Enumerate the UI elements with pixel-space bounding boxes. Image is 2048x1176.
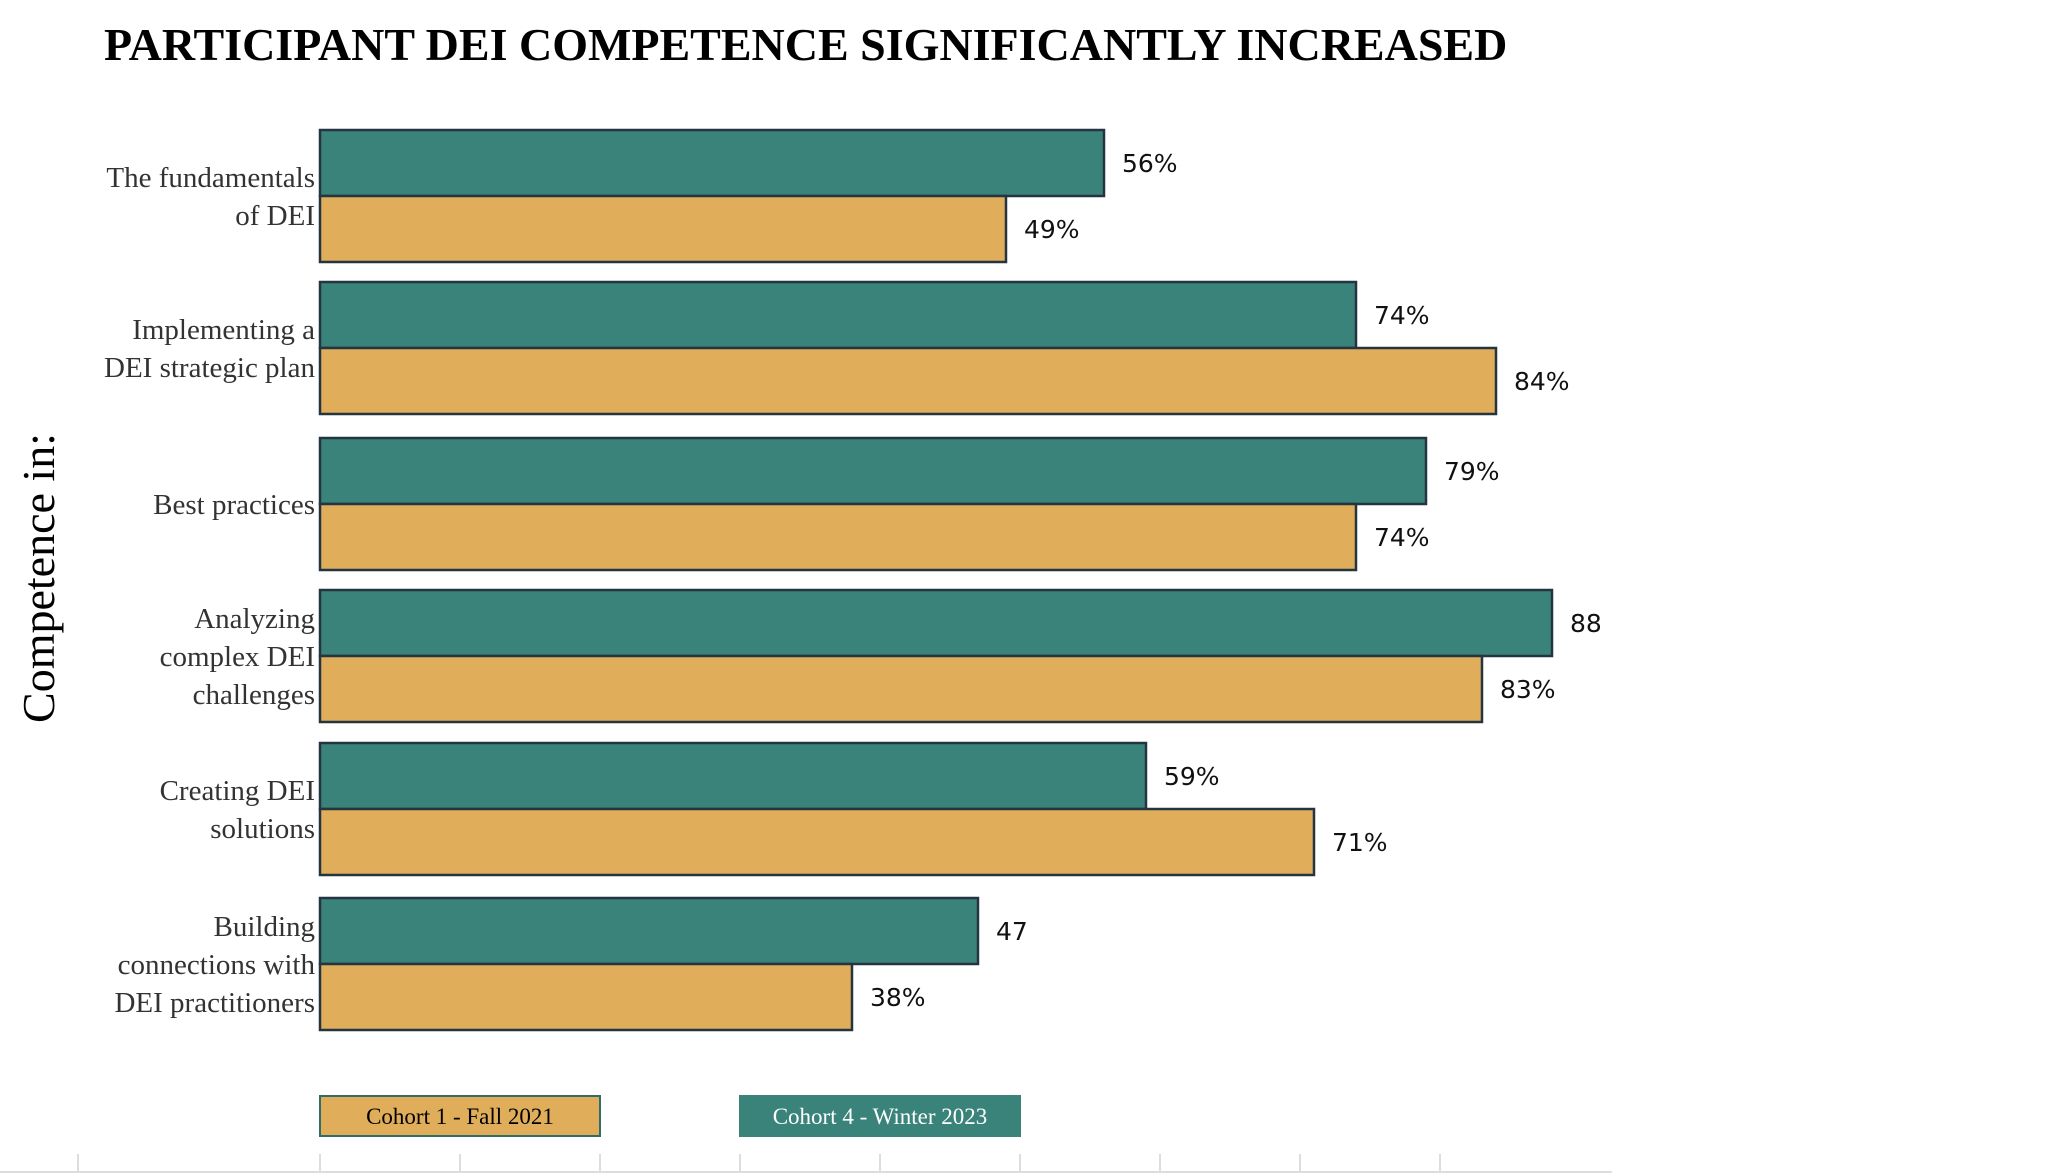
bar-cohort1-2 — [318, 502, 1358, 572]
bar-cohort1-4 — [318, 807, 1316, 877]
value-label: 71% — [1332, 828, 1388, 857]
category-label: solutions — [210, 813, 315, 845]
category-label: Analyzing — [194, 603, 315, 635]
bar-cohort1-0 — [318, 194, 1008, 264]
value-label: 47 — [996, 917, 1028, 946]
bar-cohort1-5 — [318, 962, 854, 1032]
category-label: The fundamentals — [106, 162, 315, 194]
category-label: challenges — [193, 679, 315, 711]
legend-swatch — [319, 1095, 601, 1137]
bar-cohort4-3 — [318, 588, 1554, 658]
legend-label: Cohort 1 - Fall 2021 — [366, 1104, 554, 1129]
chart-title: PARTICIPANT DEI COMPETENCE SIGNIFICANTLY… — [104, 19, 1507, 70]
value-label: 79% — [1444, 457, 1500, 486]
category-labels: The fundamentals of DEI Implementing a DEI … — [104, 162, 315, 1019]
bar-cohort1-3 — [318, 654, 1484, 724]
value-label: 84% — [1514, 367, 1570, 396]
category-label: DEI strategic plan — [104, 352, 315, 384]
value-label: 88 — [1570, 609, 1602, 638]
value-label: 56% — [1122, 149, 1178, 178]
category-label: Building — [213, 911, 315, 943]
category-label: Creating DEI — [160, 775, 315, 807]
bar-cohort4-4 — [318, 741, 1148, 811]
bar-cohort4-0 — [318, 128, 1106, 198]
bar-cohort4-2 — [318, 436, 1428, 506]
y-axis-label: Competence in: — [13, 433, 64, 723]
bars-layer — [318, 128, 1554, 1032]
category-label: Best practices — [153, 489, 315, 521]
category-label: complex DEI — [160, 641, 315, 673]
bar-cohort4-1 — [318, 280, 1358, 350]
value-label: 49% — [1024, 215, 1080, 244]
category-label: of DEI — [235, 200, 315, 232]
x-axis — [0, 1154, 1612, 1173]
legend-label: Cohort 4 - Winter 2023 — [773, 1104, 988, 1129]
bar-cohort4-5 — [318, 896, 980, 966]
value-label: 38% — [870, 983, 926, 1012]
value-label: 74% — [1374, 523, 1430, 552]
value-label: 59% — [1164, 762, 1220, 791]
category-label: Implementing a — [132, 314, 315, 346]
value-label: 74% — [1374, 301, 1430, 330]
category-label: connections with — [118, 949, 316, 981]
value-labels: 56% 49% 74% 84% 79% 74% 88 83% 59% 71% 47 38% — [870, 149, 1602, 1012]
legend: Cohort 1 - Fall 2021 Cohort 4 - Winter 20… — [319, 1095, 1021, 1137]
category-label: DEI practitioners — [114, 987, 315, 1019]
bar-cohort1-1 — [318, 346, 1498, 416]
legend-swatch — [739, 1095, 1021, 1137]
value-label: 83% — [1500, 675, 1556, 704]
